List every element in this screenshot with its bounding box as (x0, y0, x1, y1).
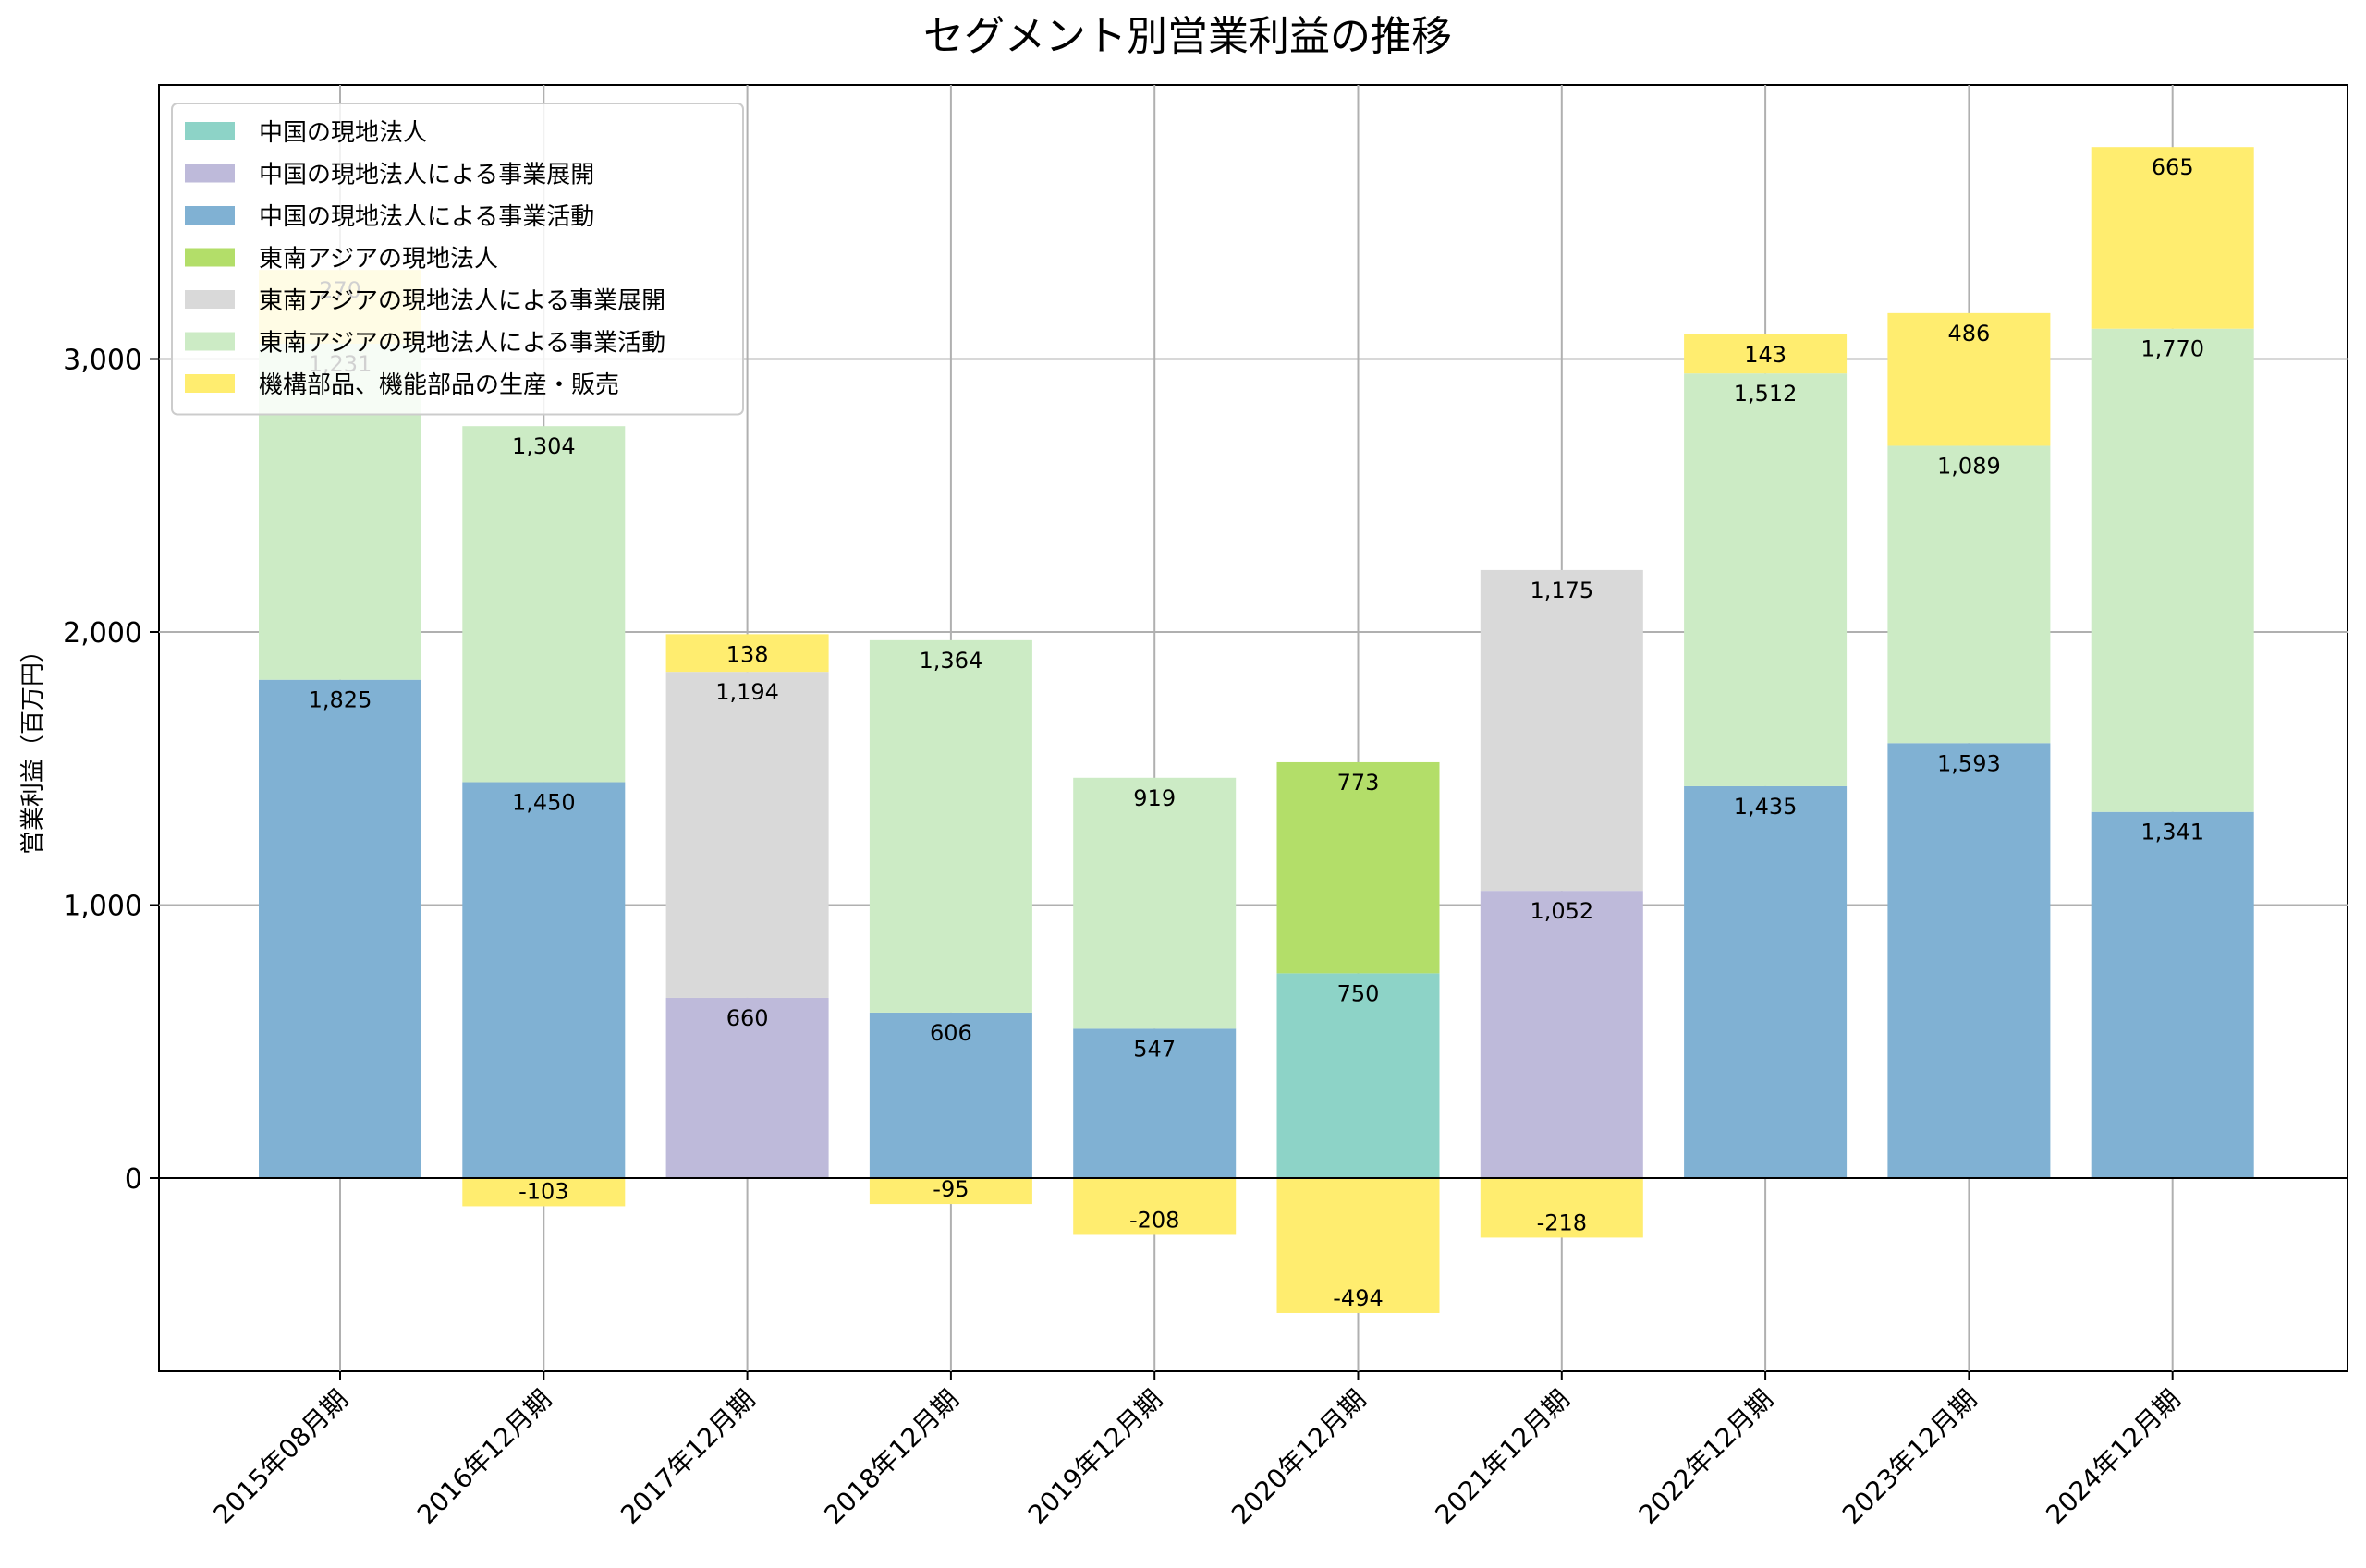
data-label: 606 (930, 1020, 972, 1046)
data-label: -494 (1333, 1285, 1383, 1311)
legend-swatch (185, 248, 235, 267)
data-label: 1,364 (920, 648, 983, 674)
bar-segment (462, 782, 626, 1178)
data-label: 1,825 (309, 687, 372, 713)
y-tick-label: 2,000 (63, 617, 142, 650)
data-label: 1,593 (1937, 750, 2001, 776)
x-tick-label: 2022年12月期 (1633, 1384, 1779, 1530)
y-axis-label: 営業利益（百万円） (19, 638, 47, 855)
legend-entry: 東南アジアの現地法人による事業展開 (259, 287, 665, 315)
bar-segment (1684, 373, 1848, 786)
legend-swatch (185, 206, 235, 225)
legend: 中国の現地法人中国の現地法人による事業展開中国の現地法人による事業活動東南アジア… (171, 103, 744, 416)
data-label: 750 (1337, 980, 1380, 1006)
bar-segment (462, 1178, 626, 1207)
bar-segment (1684, 334, 1848, 374)
legend-swatch (185, 164, 235, 183)
bar-segment (665, 672, 829, 998)
data-label: 665 (2152, 154, 2194, 180)
legend-entry: 中国の現地法人による事業活動 (259, 203, 594, 231)
bar-segment (1276, 761, 1440, 974)
legend-entry: 中国の現地法人による事業展開 (259, 162, 594, 189)
legend-entry: 東南アジアの現地法人 (259, 246, 498, 273)
bar-segment (869, 1012, 1032, 1178)
bar-segment (1073, 1178, 1237, 1235)
bar-segment (2091, 328, 2254, 812)
bar-segment (1276, 1178, 1440, 1313)
x-tick-label: 2024年12月期 (2040, 1384, 2186, 1530)
bar-segment (1276, 973, 1440, 1178)
data-label: 1,052 (1530, 898, 1593, 924)
bar-segment (1887, 743, 2051, 1178)
bar-segment (259, 679, 421, 1178)
bar-segment (1684, 785, 1848, 1178)
data-label: 1,089 (1937, 453, 2001, 479)
legend-swatch (185, 332, 235, 351)
x-tick-label: 2019年12月期 (1022, 1384, 1168, 1530)
data-label: 138 (726, 641, 769, 667)
bar-segment (869, 639, 1032, 1013)
data-label: 773 (1337, 770, 1380, 796)
legend-entry: 機構部品、機能部品の生産・販売 (259, 371, 619, 399)
legend-swatch (185, 122, 235, 140)
data-label: 1,770 (2140, 336, 2204, 362)
x-tick-label: 2021年12月期 (1429, 1384, 1575, 1530)
bar-segment (462, 426, 626, 783)
data-label: -218 (1537, 1209, 1587, 1235)
data-label: 1,341 (2140, 820, 2204, 845)
data-label: 919 (1133, 785, 1176, 811)
x-tick-label: 2015年08月期 (208, 1384, 354, 1530)
data-label: 1,304 (512, 433, 576, 459)
x-tick-label: 2016年12月期 (411, 1384, 557, 1530)
data-label: 547 (1133, 1036, 1176, 1062)
data-label: -208 (1129, 1207, 1179, 1233)
bar-segment (2091, 811, 2254, 1178)
x-tick-label: 2018年12月期 (819, 1384, 965, 1530)
data-label: 1,194 (715, 679, 779, 705)
bar-segment (1480, 891, 1643, 1178)
data-label: 1,450 (512, 790, 576, 816)
data-label: 1,512 (1734, 381, 1798, 407)
data-label: 143 (1744, 342, 1787, 368)
bar-segment (665, 997, 829, 1178)
y-tick-label: 3,000 (63, 345, 142, 377)
legend-entry: 東南アジアの現地法人による事業活動 (259, 330, 665, 358)
bar-segment (1480, 569, 1643, 892)
data-label: 486 (1947, 321, 1990, 346)
data-label: -103 (518, 1178, 568, 1204)
x-tick-label: 2020年12月期 (1226, 1384, 1372, 1530)
bar-segment (1887, 445, 2051, 744)
x-tick-label: 2017年12月期 (615, 1384, 761, 1530)
bar-segment (869, 1178, 1032, 1205)
legend-swatch (185, 290, 235, 309)
y-tick-label: 0 (125, 1163, 142, 1196)
data-label: 1,435 (1734, 794, 1798, 820)
axes-frame (158, 84, 2348, 1372)
legend-entry: 中国の現地法人 (259, 119, 427, 147)
x-tick-label: 2023年12月期 (1836, 1384, 1982, 1530)
data-label: 1,175 (1530, 577, 1593, 603)
data-label: 660 (726, 1005, 769, 1031)
bar-segment (1073, 777, 1237, 1029)
y-tick-label: 1,000 (63, 891, 142, 923)
bar-segment (665, 634, 829, 673)
bar-segment (1887, 312, 2051, 446)
bar-segment (1073, 1028, 1237, 1178)
data-label: -95 (933, 1176, 969, 1202)
bar-segment (1480, 1178, 1643, 1238)
chart-title: セグメント別営業利益の推移 (923, 13, 1452, 60)
bar-segment (2091, 147, 2254, 329)
legend-box (171, 103, 744, 416)
legend-swatch (185, 374, 235, 393)
